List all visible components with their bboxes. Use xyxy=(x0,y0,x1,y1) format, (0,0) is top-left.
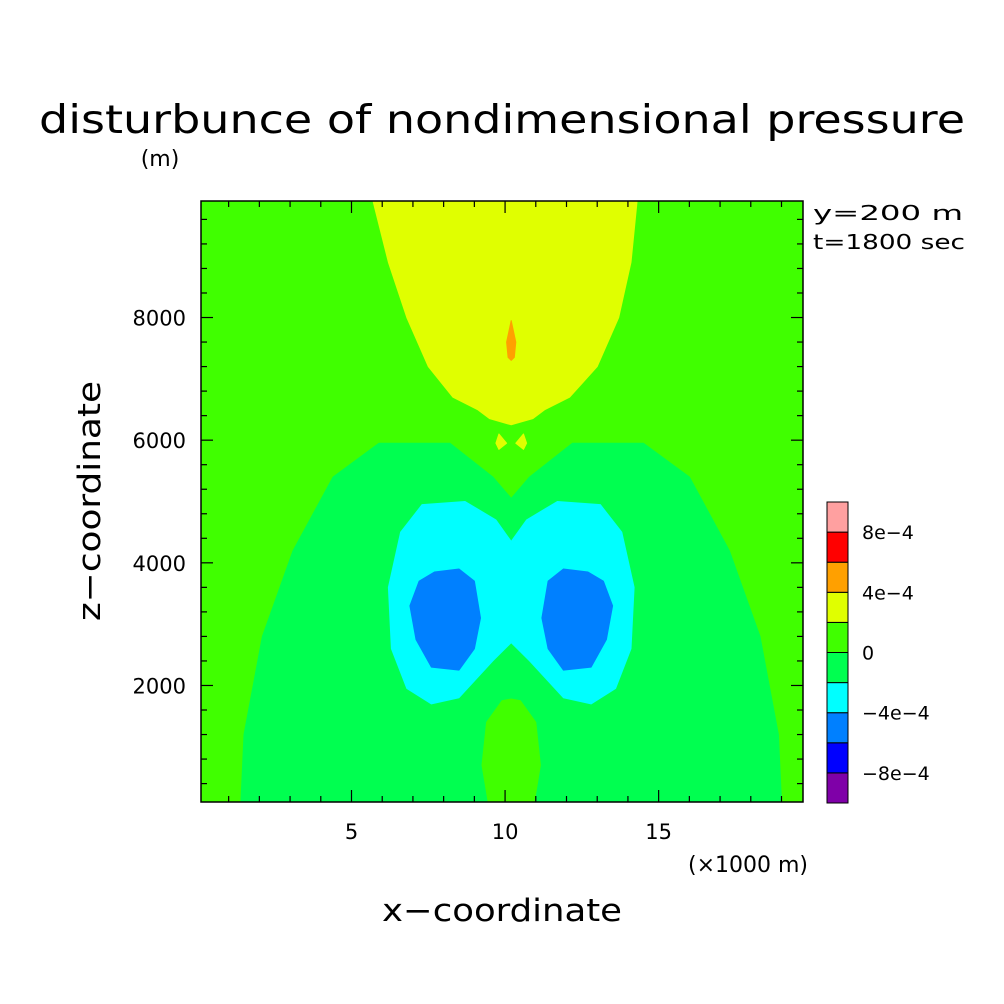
y-tick-label: 4000 xyxy=(133,552,186,576)
colorbar-tick-label: 4e−4 xyxy=(862,582,914,604)
annotation-t: t=1800 sec xyxy=(813,230,965,254)
colorbar-swatch xyxy=(826,531,849,563)
colorbar-swatch xyxy=(826,652,849,684)
colorbar-tick-label: −8e−4 xyxy=(862,763,930,785)
contour-region-bottom-positive-tongue xyxy=(481,698,541,803)
x-tick-labels: 5 10 15 xyxy=(345,820,672,844)
colorbar-swatch xyxy=(826,621,849,654)
contour-region-small-positive-right xyxy=(515,433,528,450)
annotation-y: y=200 m xyxy=(813,201,963,225)
x-axis-unit: (×1000 m) xyxy=(688,853,808,878)
colorbar-swatch xyxy=(826,591,849,623)
contour-region-small-positive-left xyxy=(495,433,508,450)
contour-region-negative-core-right xyxy=(541,568,614,671)
y-tick-label: 6000 xyxy=(133,429,186,453)
colorbar-tick-label: −4e−4 xyxy=(862,703,930,725)
colorbar-tick-label: 8e−4 xyxy=(862,522,914,544)
y-axis-unit: (m) xyxy=(141,147,180,172)
y-tick-label: 8000 xyxy=(133,307,186,331)
axis-ticks xyxy=(201,201,803,802)
colorbar xyxy=(826,501,849,804)
colorbar-swatch xyxy=(826,712,849,744)
chart-title: disturbunce of nondimensional pressure xyxy=(39,98,965,143)
plot-area xyxy=(200,200,804,803)
y-tick-label: 2000 xyxy=(133,674,186,698)
x-tick-label: 5 xyxy=(345,820,358,844)
colorbar-swatch xyxy=(826,501,849,533)
x-tick-label: 15 xyxy=(645,820,672,844)
colorbar-swatch xyxy=(826,682,849,714)
colorbar-labels: −8e−4 −4e−4 0 4e−4 8e−4 xyxy=(862,522,930,785)
plot-frame xyxy=(200,200,804,803)
colorbar-swatch xyxy=(826,742,849,774)
x-tick-label: 10 xyxy=(492,820,519,844)
contour-region-negative-core-left xyxy=(409,568,481,671)
contour-regions xyxy=(240,200,782,803)
colorbar-swatch xyxy=(826,561,849,593)
contour-region-upper-positive-core xyxy=(506,320,517,361)
contour-region-upper-positive-lobe xyxy=(372,200,638,426)
colorbar-tick-label: 0 xyxy=(862,643,874,665)
y-tick-labels: 2000 4000 6000 8000 xyxy=(133,307,186,699)
colorbar-swatch xyxy=(826,772,849,804)
x-axis-label: x−coordinate xyxy=(382,893,622,929)
y-axis-label: z−coordinate xyxy=(72,381,108,621)
